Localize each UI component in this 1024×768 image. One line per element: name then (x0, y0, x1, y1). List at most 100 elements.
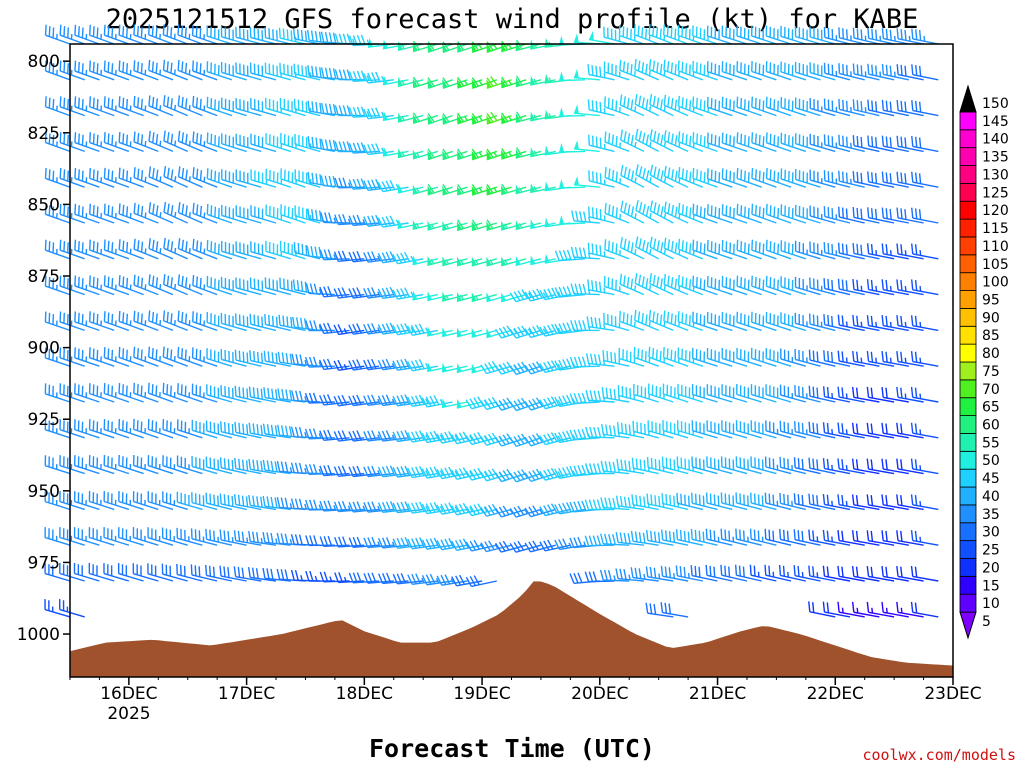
wind-barb (132, 491, 159, 511)
wind-barb (363, 358, 394, 371)
wind-barb (103, 311, 130, 332)
wind-barb (851, 386, 880, 403)
colorbar-cell (959, 593, 977, 613)
wind-barb (544, 109, 571, 120)
wind-barb (648, 346, 674, 367)
y-axis: 800 825 850 875 900 925 950 975 1000 (17, 52, 70, 645)
wind-barb (588, 31, 615, 45)
wind-barb (456, 183, 483, 196)
wind-barb (838, 27, 865, 45)
wind-barb (74, 275, 100, 296)
wind-barb (631, 494, 659, 511)
wind-barb (822, 565, 851, 582)
wind-barb (881, 28, 909, 45)
wind-barb (441, 398, 468, 409)
wind-barb (74, 167, 100, 188)
wind-barb (118, 60, 144, 81)
wind-barb (118, 310, 144, 332)
wind-barb (133, 60, 159, 81)
wind-barb (147, 527, 174, 546)
wind-barb (118, 24, 144, 45)
y-tick-label: 875 (28, 267, 60, 287)
wind-barb (456, 398, 483, 409)
wind-barb (427, 148, 453, 161)
wind-barb (88, 419, 115, 439)
wind-barb (191, 25, 218, 45)
wind-barb (262, 423, 291, 439)
wind-barb (162, 455, 188, 475)
wind-barb (442, 41, 468, 53)
wind-barb (867, 135, 895, 153)
wind-barb (456, 363, 483, 374)
wind-barb (691, 456, 718, 475)
wind-barb (634, 236, 660, 260)
wind-barb (103, 132, 130, 153)
wind-barb (559, 179, 586, 189)
wind-barb (881, 458, 909, 475)
x-tick-label: 19DEC (453, 684, 510, 704)
wind-barb (147, 491, 174, 511)
wind-barb (233, 530, 262, 546)
wind-barb (44, 96, 71, 117)
wind-barb (866, 422, 895, 439)
wind-barb (896, 279, 924, 296)
wind-barb (205, 564, 233, 582)
colorbar-label: 65 (982, 400, 1000, 416)
wind-barb (587, 64, 615, 81)
wind-barb (456, 41, 483, 53)
colorbar-label: 105 (982, 257, 1009, 273)
wind-barb (501, 112, 527, 125)
wind-barb (249, 313, 277, 332)
wind-barb (406, 323, 439, 337)
credit-label: coolwx.com/models (862, 746, 1016, 764)
wind-barb (620, 164, 645, 188)
wind-barb (707, 168, 733, 188)
y-tick-label: 825 (28, 124, 60, 144)
wind-barb (661, 529, 689, 546)
wind-barb (382, 111, 409, 122)
wind-barb (619, 273, 645, 296)
colorbar-label: 75 (982, 364, 1000, 380)
wind-barb (794, 61, 821, 81)
wind-barb (530, 183, 556, 194)
wind-barb (615, 568, 645, 582)
wind-barb (750, 492, 777, 511)
wind-barb (133, 310, 159, 332)
wind-barb (750, 347, 777, 367)
wind-barb (319, 571, 350, 583)
wind-barb (706, 420, 733, 439)
wind-barb (205, 528, 233, 546)
wind-barb (677, 95, 704, 117)
wind-barb (103, 491, 130, 511)
wind-barb (206, 96, 233, 117)
wind-barb (896, 530, 924, 546)
wind-barb (133, 131, 159, 153)
wind-barb (412, 184, 439, 195)
wind-barb (163, 95, 188, 117)
wind-barb (319, 249, 350, 261)
wind-barb (219, 493, 247, 511)
wind-barb (307, 100, 336, 117)
wind-barb (808, 493, 836, 511)
wind-barb (148, 130, 174, 153)
wind-barb (823, 278, 851, 296)
wind-barb (706, 275, 733, 296)
colorbar-cell (959, 558, 977, 577)
wind-barb (677, 60, 704, 81)
wind-barb (809, 169, 836, 188)
wind-barb (603, 275, 630, 296)
wind-barb (44, 491, 71, 511)
wind-barb (911, 171, 939, 188)
wind-barb (751, 132, 777, 153)
wind-barb (881, 315, 909, 332)
wind-barb (412, 112, 439, 125)
wind-barb (279, 97, 306, 117)
wind-barb (278, 27, 306, 45)
colorbar-cell (959, 575, 977, 595)
wind-barb (441, 327, 468, 338)
wind-barb (602, 350, 630, 367)
plot-area (44, 24, 939, 618)
wind-barb (456, 112, 483, 125)
wind-barb (44, 132, 71, 153)
wind-barb (250, 169, 277, 188)
